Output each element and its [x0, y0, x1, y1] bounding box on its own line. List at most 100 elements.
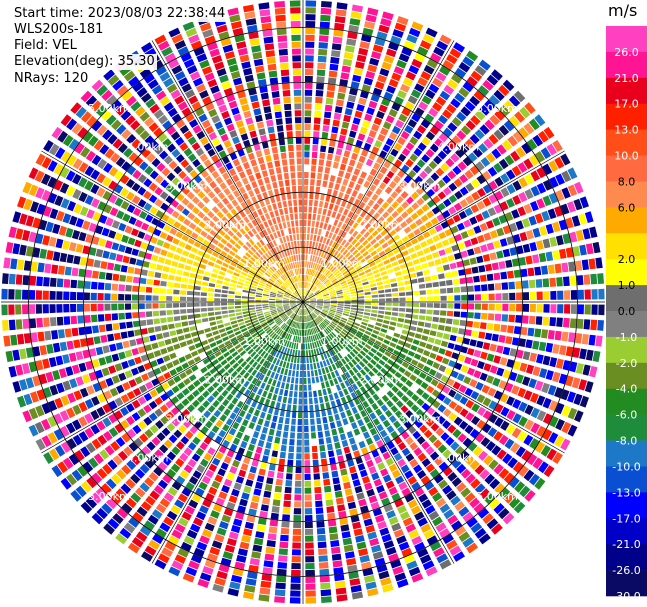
ppi-gate — [342, 537, 353, 546]
ppi-gate — [416, 470, 427, 480]
ppi-gate — [376, 371, 384, 379]
ppi-gate — [154, 396, 163, 406]
ppi-gate — [103, 162, 113, 173]
ppi-gate — [352, 366, 359, 374]
ppi-gate — [326, 271, 332, 278]
ppi-gate — [291, 269, 295, 276]
ppi-gate — [144, 165, 154, 176]
ppi-gate — [340, 319, 347, 324]
ppi-gate — [410, 344, 418, 352]
ppi-gate — [429, 125, 440, 136]
ppi-gate — [532, 340, 540, 350]
ppi-gate — [581, 259, 589, 271]
ppi-gate — [174, 95, 185, 105]
ppi-gate — [413, 303, 420, 308]
ppi-gate — [196, 541, 208, 551]
ppi-gate — [560, 389, 570, 401]
ppi-gate — [342, 287, 349, 291]
ppi-gate — [338, 510, 347, 519]
ppi-gate — [420, 523, 432, 533]
ppi-gate — [288, 278, 293, 285]
ppi-gate — [379, 445, 388, 454]
ppi-gate — [157, 553, 170, 564]
ppi-gate — [107, 518, 120, 530]
ppi-gate — [223, 478, 233, 487]
ppi-gate — [166, 361, 174, 370]
ppi-gate — [385, 307, 392, 311]
ppi-gate — [157, 461, 168, 472]
ppi-gate — [307, 268, 310, 275]
ppi-gate — [137, 365, 146, 373]
ppi-gate — [403, 274, 410, 280]
ppi-gate — [589, 226, 598, 238]
ppi-gate — [268, 407, 274, 415]
ppi-gate — [217, 275, 225, 280]
ppi-gate — [228, 168, 237, 177]
ppi-gate — [223, 281, 230, 286]
ppi-gate — [139, 286, 146, 293]
ppi-gate — [262, 334, 269, 341]
ppi-gate — [239, 498, 248, 507]
ppi-gate — [482, 170, 492, 181]
ppi-gate — [196, 130, 206, 140]
ppi-gate — [292, 306, 298, 311]
ppi-gate — [318, 257, 322, 264]
ppi-gate — [361, 84, 371, 93]
ppi-gate — [337, 141, 345, 149]
ppi-gate — [367, 258, 374, 264]
ppi-gate — [278, 252, 283, 259]
ppi-gate — [178, 517, 189, 527]
ppi-gate — [220, 332, 228, 338]
ppi-gate — [254, 275, 261, 280]
ppi-gate — [406, 261, 414, 267]
ppi-gate — [597, 320, 604, 331]
ppi-gate — [164, 52, 176, 63]
ppi-gate — [275, 478, 283, 486]
ppi-gate — [487, 387, 497, 397]
ppi-gate — [195, 147, 205, 157]
ppi-gate — [215, 176, 224, 185]
ppi-gate — [84, 427, 95, 439]
ppi-gate — [226, 57, 237, 66]
ppi-gate — [209, 278, 217, 283]
ppi-gate — [101, 89, 113, 101]
ppi-gate — [334, 243, 340, 250]
ppi-gate — [363, 333, 370, 339]
ppi-gate — [239, 97, 248, 106]
ppi-gate — [308, 213, 312, 220]
ppi-gate — [375, 277, 382, 282]
ppi-gate — [559, 248, 567, 259]
ppi-gate — [218, 229, 226, 237]
ppi-gate — [330, 322, 336, 328]
ppi-gate — [393, 332, 401, 338]
ppi-gate — [235, 374, 242, 382]
ppi-gate — [322, 388, 327, 396]
ppi-gate — [412, 308, 420, 314]
ppi-gate — [359, 469, 368, 478]
ppi-gate — [337, 302, 344, 304]
ppi-gate — [248, 299, 255, 302]
ppi-gate — [437, 404, 447, 413]
ppi-gate — [120, 187, 129, 198]
ppi-gate — [223, 234, 231, 241]
ppi-gate — [262, 302, 269, 304]
ppi-gate — [494, 283, 502, 291]
ppi-gate — [192, 185, 201, 194]
ppi-gate — [291, 342, 294, 349]
ppi-gate — [486, 353, 495, 362]
ppi-gate — [482, 184, 492, 194]
ppi-gate — [352, 479, 361, 487]
ppi-gate — [143, 190, 152, 200]
ppi-gate — [396, 322, 404, 328]
ppi-gate — [155, 65, 167, 76]
ppi-gate — [204, 522, 215, 532]
ppi-gate — [363, 365, 371, 373]
ppi-gate — [370, 250, 378, 257]
ppi-gate — [335, 198, 342, 206]
ppi-gate — [346, 322, 353, 327]
ppi-gate — [281, 323, 287, 330]
ppi-gate — [350, 291, 357, 294]
ppi-gate — [228, 427, 237, 436]
ppi-gate — [248, 358, 255, 366]
ppi-gate — [318, 284, 324, 289]
